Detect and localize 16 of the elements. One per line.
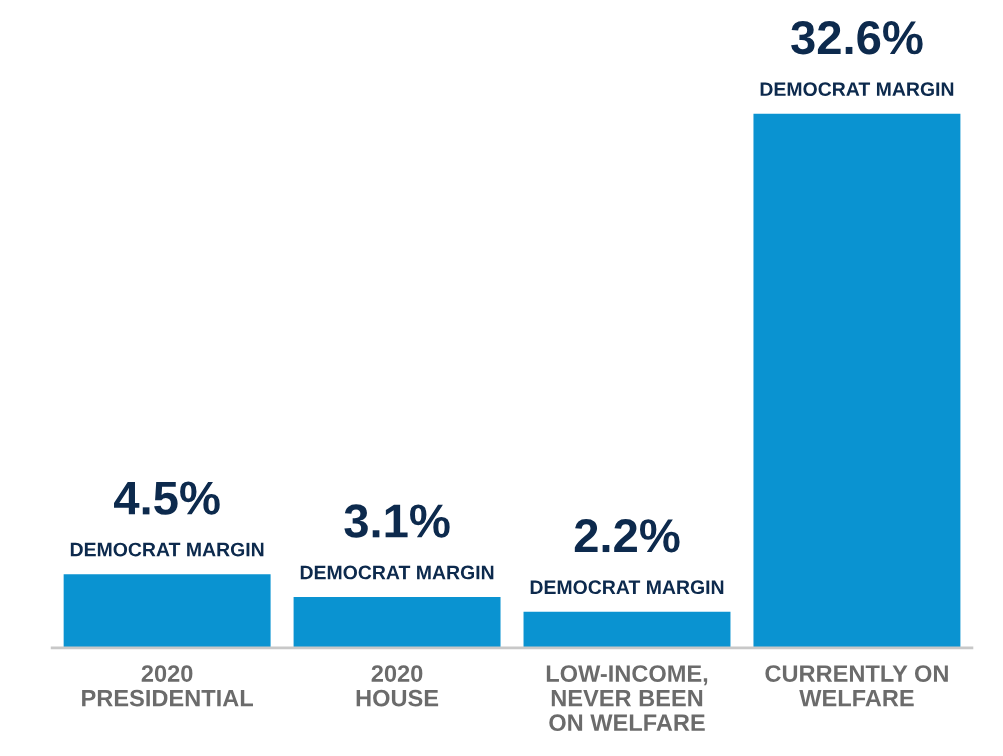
bar xyxy=(523,611,731,648)
x-tick-label: LOW-INCOME, NEVER BEEN ON WELFARE xyxy=(546,665,708,732)
data-label: 4.5% xyxy=(114,481,220,515)
x-tick-label: CURRENTLY ON WELFARE xyxy=(765,665,948,707)
annotation: DEMOCRAT MARGIN xyxy=(760,82,954,97)
data-label: 3.1% xyxy=(344,504,450,538)
bar xyxy=(63,574,271,648)
data-label: 2.2% xyxy=(574,519,680,553)
bar xyxy=(293,597,501,648)
bar xyxy=(753,113,961,648)
x-tick-label: 2020 PRESIDENTIAL xyxy=(82,665,253,707)
annotation: DEMOCRAT MARGIN xyxy=(70,542,264,557)
x-tick-label: 2020 HOUSE xyxy=(356,665,439,707)
annotation: DEMOCRAT MARGIN xyxy=(300,565,494,580)
data-label: 32.6% xyxy=(791,21,923,55)
annotation: DEMOCRAT MARGIN xyxy=(530,580,724,595)
